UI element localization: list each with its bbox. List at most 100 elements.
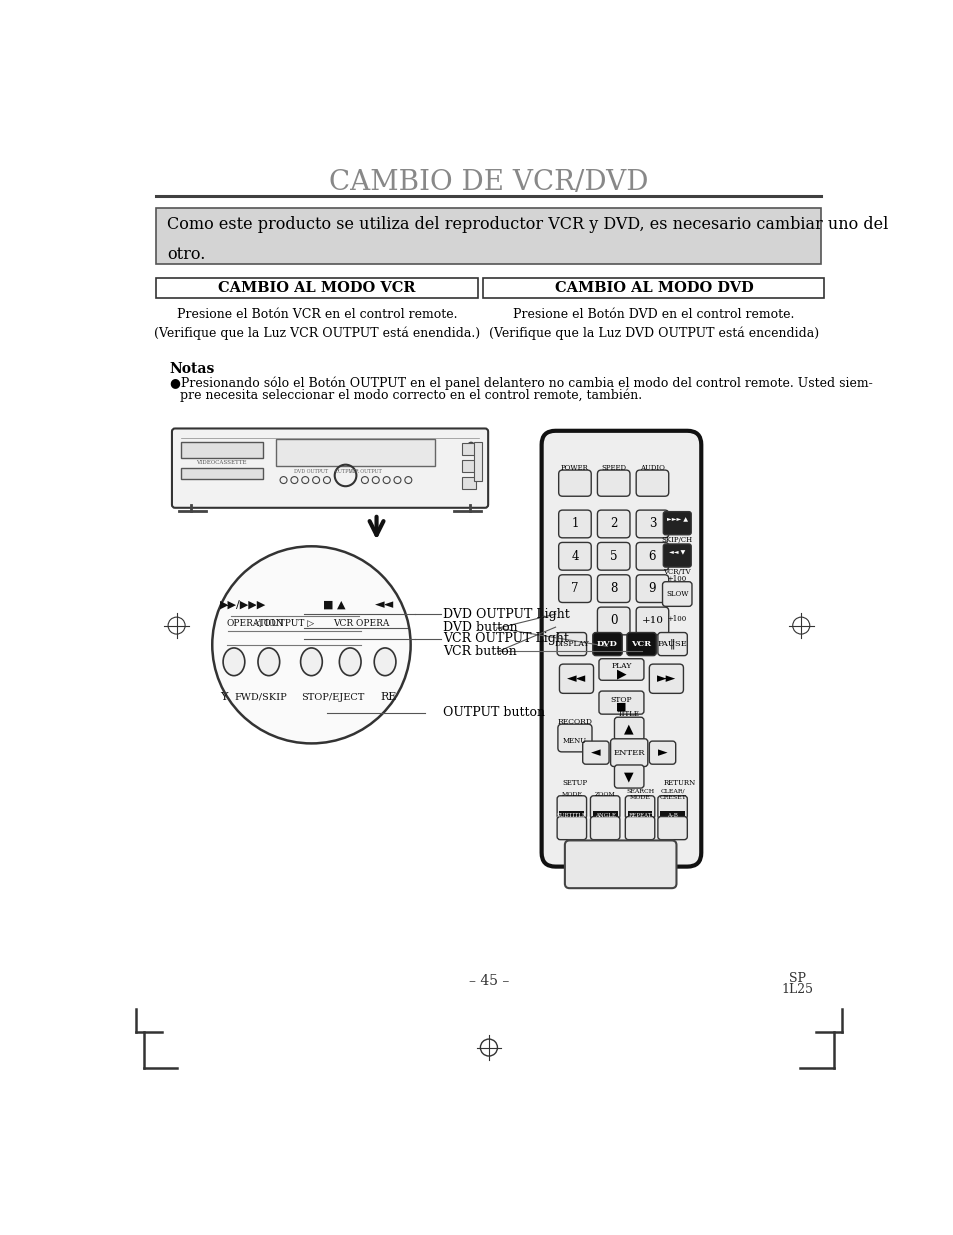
FancyBboxPatch shape	[541, 431, 700, 867]
FancyBboxPatch shape	[558, 724, 592, 752]
Text: VCR OPERA: VCR OPERA	[333, 619, 389, 627]
Text: VCR OUTPUT Light: VCR OUTPUT Light	[443, 632, 569, 645]
FancyBboxPatch shape	[614, 764, 643, 788]
FancyBboxPatch shape	[558, 510, 591, 537]
FancyBboxPatch shape	[636, 471, 668, 496]
Text: SLOW: SLOW	[665, 590, 688, 598]
Text: RETURN: RETURN	[662, 779, 695, 788]
FancyBboxPatch shape	[592, 632, 621, 656]
Text: RE: RE	[380, 692, 396, 703]
Text: ENTER: ENTER	[613, 748, 644, 757]
Text: VIDEOCASSETTE: VIDEOCASSETTE	[196, 459, 247, 464]
FancyBboxPatch shape	[662, 543, 691, 567]
FancyBboxPatch shape	[558, 664, 593, 693]
FancyBboxPatch shape	[597, 471, 629, 496]
Text: POWER: POWER	[560, 464, 588, 472]
FancyBboxPatch shape	[558, 574, 591, 603]
Bar	[483, 278, 823, 298]
FancyBboxPatch shape	[624, 795, 654, 819]
Bar	[156, 209, 821, 264]
Bar	[474, 442, 481, 480]
Text: Notas: Notas	[170, 362, 214, 377]
Text: DVD OUTPUT Light: DVD OUTPUT Light	[443, 608, 569, 620]
Text: ►►: ►►	[656, 672, 676, 685]
Text: ▶: ▶	[616, 668, 625, 680]
Text: DVD: DVD	[597, 640, 618, 648]
Text: DISPLAY: DISPLAY	[554, 640, 589, 648]
FancyBboxPatch shape	[649, 664, 682, 693]
Text: ‖: ‖	[669, 638, 675, 650]
Text: ▶▶/▶▶▶: ▶▶/▶▶▶	[220, 600, 266, 610]
Bar	[156, 278, 477, 298]
FancyBboxPatch shape	[590, 816, 619, 840]
FancyBboxPatch shape	[557, 632, 586, 656]
Ellipse shape	[223, 648, 245, 676]
Text: ●Presionando sólo el Botón OUTPUT en el panel delantero no cambia el modo del co: ●Presionando sólo el Botón OUTPUT en el …	[170, 377, 871, 389]
Text: ◄◄ ▼: ◄◄ ▼	[668, 550, 684, 555]
Text: STOP: STOP	[610, 695, 632, 704]
Text: SPEED: SPEED	[600, 464, 625, 472]
Bar	[181, 442, 262, 458]
FancyBboxPatch shape	[597, 510, 629, 537]
Text: 7: 7	[571, 582, 578, 595]
FancyBboxPatch shape	[610, 739, 647, 767]
Text: CAMBIO DE VCR/DVD: CAMBIO DE VCR/DVD	[329, 169, 648, 196]
Text: VCR: VCR	[631, 640, 651, 648]
Text: ◁ OUTPUT ▷: ◁ OUTPUT ▷	[254, 619, 314, 627]
FancyBboxPatch shape	[658, 795, 686, 819]
Text: RECORD: RECORD	[557, 718, 592, 726]
Text: FWD/SKIP: FWD/SKIP	[234, 693, 287, 701]
FancyBboxPatch shape	[558, 471, 591, 496]
Bar	[659, 811, 684, 819]
Text: +100: +100	[667, 615, 686, 622]
Text: 1: 1	[571, 517, 578, 531]
FancyBboxPatch shape	[661, 582, 691, 606]
FancyBboxPatch shape	[564, 841, 676, 888]
Text: ZOOM: ZOOM	[594, 792, 615, 797]
Text: REPEAT: REPEAT	[628, 813, 651, 818]
Text: ■: ■	[616, 701, 626, 711]
FancyBboxPatch shape	[658, 816, 686, 840]
Text: – 45 –: – 45 –	[468, 974, 509, 988]
Text: SETUP: SETUP	[562, 779, 587, 788]
Text: DVD button: DVD button	[443, 621, 517, 635]
Ellipse shape	[300, 648, 322, 676]
FancyBboxPatch shape	[597, 608, 629, 635]
FancyBboxPatch shape	[597, 542, 629, 571]
FancyBboxPatch shape	[614, 718, 643, 740]
FancyBboxPatch shape	[597, 574, 629, 603]
Text: MENU: MENU	[562, 737, 586, 745]
Text: 6: 6	[648, 550, 656, 563]
Text: ■ ▲: ■ ▲	[323, 600, 346, 610]
Text: ►►► ▲: ►►► ▲	[666, 517, 687, 522]
Text: ANGLE: ANGLE	[594, 813, 615, 818]
Text: CAMBIO AL MODO DVD: CAMBIO AL MODO DVD	[554, 280, 753, 295]
Bar	[592, 811, 617, 819]
FancyBboxPatch shape	[636, 574, 668, 603]
Ellipse shape	[339, 648, 360, 676]
Text: VCR/TV: VCR/TV	[662, 568, 690, 577]
Text: Y: Y	[220, 692, 228, 703]
Text: Presione el Botón VCR en el control remote.
(Verifique que la Luz VCR OUTPUT est: Presione el Botón VCR en el control remo…	[153, 308, 479, 341]
FancyBboxPatch shape	[598, 658, 643, 680]
Bar	[558, 811, 583, 819]
Text: ►: ►	[657, 746, 667, 760]
Text: +10: +10	[640, 616, 662, 625]
FancyBboxPatch shape	[582, 741, 608, 764]
Text: 5: 5	[609, 550, 617, 563]
Bar	[461, 461, 476, 472]
Text: A–B: A–B	[666, 813, 678, 818]
FancyBboxPatch shape	[626, 632, 656, 656]
Text: PLAY: PLAY	[611, 662, 631, 671]
Text: AUDIO: AUDIO	[639, 464, 664, 472]
FancyBboxPatch shape	[649, 741, 675, 764]
FancyBboxPatch shape	[662, 511, 691, 535]
Ellipse shape	[374, 648, 395, 676]
FancyBboxPatch shape	[658, 632, 686, 656]
Text: TITLE: TITLE	[618, 710, 639, 718]
Bar	[461, 443, 476, 456]
Text: pre necesita seleccionar el modo correcto en el control remote, también.: pre necesita seleccionar el modo correct…	[179, 389, 641, 401]
Text: OUTPUT: OUTPUT	[335, 469, 355, 474]
Text: ◄: ◄	[591, 746, 600, 760]
FancyBboxPatch shape	[624, 816, 654, 840]
